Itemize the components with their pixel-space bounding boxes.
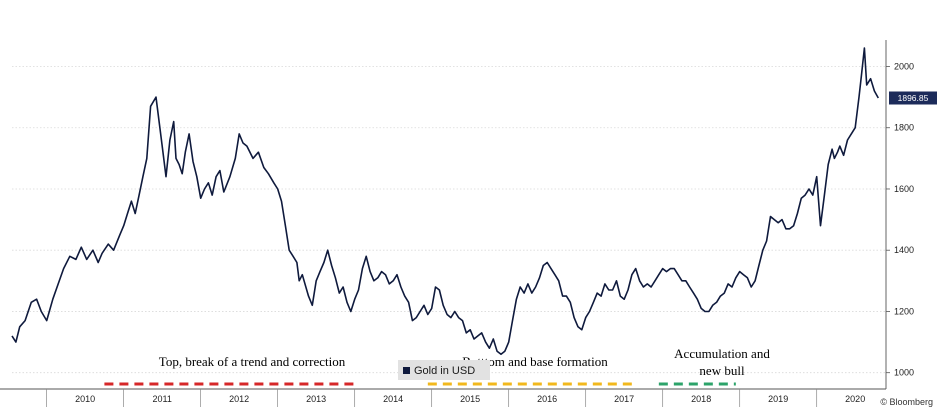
legend-label: Gold in USD (414, 365, 475, 377)
last-value-label: 1896.85 (898, 93, 929, 103)
gold-price-line (11, 47, 879, 356)
y-tick-label-1200: 1200 (894, 306, 914, 316)
legend-swatch (403, 367, 410, 374)
grid-lines (12, 66, 886, 374)
y-tick-label-1400: 1400 (894, 245, 914, 255)
y-tick-label-2000: 2000 (894, 61, 914, 71)
x-tick-label-2014: 2014 (383, 394, 403, 404)
annotation-correction: Top, break of a trend and correction (159, 354, 346, 369)
x-tick-label-2015: 2015 (460, 394, 480, 404)
x-tick-label-2019: 2019 (768, 394, 788, 404)
x-axis: 2010 2011 2012 2013 2014 2015 2016 2017 2018 2019… (0, 388, 886, 407)
x-tick-label-2018: 2018 (691, 394, 711, 404)
annotation-accumulation-1: Accumulation and (674, 346, 770, 361)
last-value-badge: 1896.85 (889, 91, 937, 105)
x-tick-label-2011: 2011 (152, 394, 171, 404)
last-value-badge-bg (889, 91, 937, 105)
x-tick-label-2017: 2017 (614, 394, 634, 404)
x-tick-label-2013: 2013 (306, 394, 326, 404)
credit: © Bloomberg (880, 397, 933, 407)
x-tick-label-2012: 2012 (229, 394, 249, 404)
y-tick-label-1800: 1800 (894, 123, 914, 133)
legend-background (398, 360, 490, 380)
x-tick-label-2010: 2010 (75, 394, 95, 404)
legend: Gold in USD (398, 360, 490, 380)
annotation-accumulation-2: new bull (699, 363, 745, 378)
y-tick-label-1600: 1600 (894, 184, 914, 194)
annotation-base: Botttom and base formation (462, 354, 608, 369)
y-axis: 1000 1200 1400 1600 1800 2000 (885, 40, 914, 389)
y-tick-label-1000: 1000 (894, 368, 914, 378)
x-tick-label-2020: 2020 (845, 394, 865, 404)
x-tick-label-2016: 2016 (537, 394, 557, 404)
